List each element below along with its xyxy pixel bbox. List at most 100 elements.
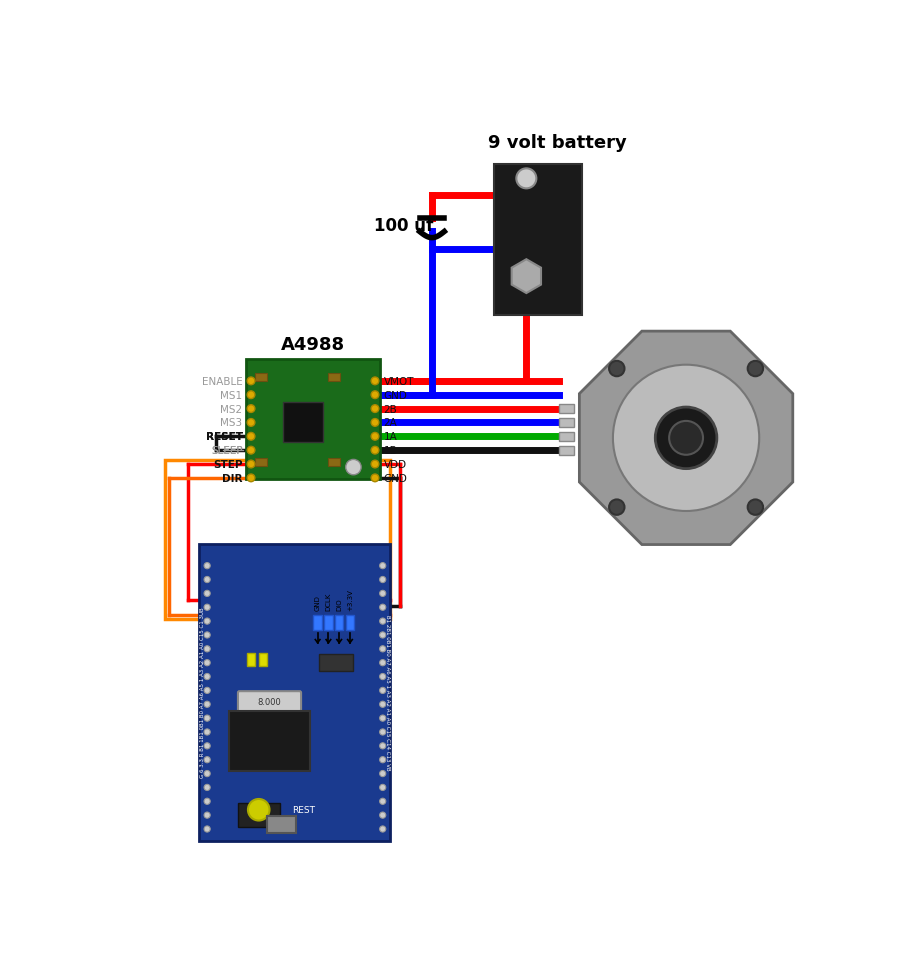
Circle shape [204,757,210,763]
Circle shape [609,361,624,377]
Circle shape [247,391,254,399]
Text: DIO: DIO [336,598,342,610]
Bar [254,458,267,466]
Bar [323,615,333,630]
Circle shape [371,447,378,455]
Text: REST: REST [292,805,314,814]
Circle shape [379,729,385,735]
Text: 2B: 2B [383,405,397,414]
Bar [558,432,574,441]
Circle shape [371,419,378,427]
Text: 9 volt battery: 9 volt battery [487,134,626,152]
Circle shape [379,771,385,776]
Circle shape [379,799,385,804]
Circle shape [204,784,210,791]
Circle shape [747,500,763,515]
Text: MS3: MS3 [220,418,242,428]
Circle shape [379,591,385,597]
Circle shape [204,591,210,597]
Text: STEP: STEP [213,459,242,470]
Circle shape [379,618,385,625]
Circle shape [379,674,385,680]
Text: 2A: 2A [383,418,397,428]
Circle shape [345,460,361,476]
Bar [200,545,390,841]
Text: 1B: 1B [383,446,397,456]
Circle shape [204,674,210,680]
Circle shape [379,702,385,707]
Bar [345,615,353,630]
Bar [313,615,322,630]
Bar [260,653,267,666]
Text: ENABLE: ENABLE [201,377,242,386]
Circle shape [204,604,210,610]
Circle shape [204,618,210,625]
Circle shape [247,475,254,482]
Circle shape [247,406,254,413]
Circle shape [204,577,210,583]
Circle shape [204,646,210,653]
Circle shape [371,460,378,468]
Text: +3.3V: +3.3V [346,589,353,610]
Bar [267,816,296,833]
Bar [229,711,309,772]
Text: GND: GND [314,595,321,610]
Circle shape [204,563,210,569]
Circle shape [371,475,378,482]
Text: 100 uf: 100 uf [374,216,433,234]
Text: RESET: RESET [205,431,242,442]
Circle shape [204,771,210,776]
Bar [334,615,343,630]
Circle shape [379,688,385,694]
Circle shape [204,743,210,750]
Text: DCLK: DCLK [325,592,331,610]
Text: VMOT: VMOT [383,377,414,386]
Circle shape [609,500,624,515]
Circle shape [379,812,385,819]
Text: VDD: VDD [383,459,406,470]
Text: B1 2B1 0B1 B0 A7 A6 A5 1 A3 A2 A1 A0 C15 C14 C13 VB: B1 2B1 0B1 B0 A7 A6 A5 1 A3 A2 A1 A0 C15… [384,614,389,770]
Circle shape [379,715,385,722]
Circle shape [204,688,210,694]
Text: A4988: A4988 [281,335,344,354]
Polygon shape [578,332,792,545]
Text: MS2: MS2 [220,405,242,414]
Circle shape [379,660,385,666]
Circle shape [247,447,254,455]
Circle shape [379,743,385,750]
Circle shape [204,702,210,707]
Circle shape [371,406,378,413]
Circle shape [669,422,702,456]
Circle shape [379,563,385,569]
Bar [245,360,380,480]
Bar [493,165,581,315]
Bar [319,654,353,672]
Text: DIR: DIR [221,474,242,483]
Circle shape [247,433,254,441]
Circle shape [379,784,385,791]
Bar [558,405,574,414]
Text: G 6 3.3 R B1 1B1 0B1 B0 A7 A6 A5 1 A3 A2 A1 A0 C15 C1 3UB: G 6 3.3 R B1 1B1 0B1 B0 A7 A6 A5 1 A3 A2… [200,607,205,777]
Text: 1A: 1A [383,431,397,442]
Bar [238,803,280,827]
Text: GND: GND [383,474,407,483]
Circle shape [612,365,758,511]
Circle shape [247,460,254,468]
Circle shape [379,632,385,638]
Bar [247,653,254,666]
Circle shape [655,407,716,469]
Bar [558,446,574,456]
Circle shape [204,799,210,804]
Bar [282,403,322,443]
Circle shape [247,419,254,427]
Bar [165,460,390,619]
Text: GND: GND [383,390,407,401]
Circle shape [379,577,385,583]
Circle shape [247,378,254,385]
Text: SLEEP: SLEEP [210,446,242,456]
Bar [558,418,574,428]
Circle shape [204,632,210,638]
FancyBboxPatch shape [238,692,301,711]
Text: RESET: RESET [205,431,242,442]
Bar [328,374,340,382]
